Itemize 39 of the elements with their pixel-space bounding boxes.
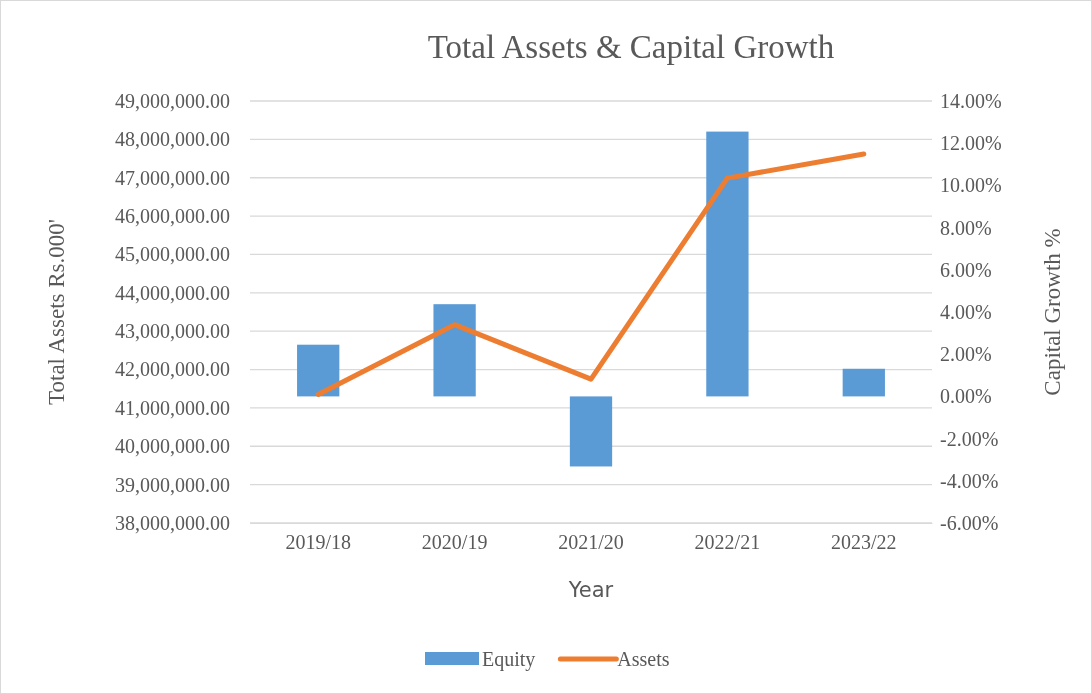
y-tick-label: 40,000,000.00 <box>115 435 230 458</box>
bar <box>433 304 476 397</box>
x-axis-title: Year <box>567 578 614 602</box>
y-tick-label: 41,000,000.00 <box>115 396 230 419</box>
y-tick-label: 38,000,000.00 <box>115 511 230 534</box>
chart-title: Total Assets & Capital Growth <box>427 29 835 65</box>
y-tick-label: 49,000,000.00 <box>115 89 230 112</box>
y2-tick-label: 2.00% <box>940 343 992 366</box>
bar <box>297 344 340 397</box>
y2-tick-label: 8.00% <box>940 216 992 239</box>
y-axis-title: Total Assets Rs.000' <box>44 219 69 405</box>
y2-tick-label: -4.00% <box>940 469 999 492</box>
y2-tick-label: 0.00% <box>940 385 992 408</box>
bar <box>569 396 613 467</box>
bar <box>706 131 749 397</box>
x-tick-label: 2021/20 <box>558 531 624 554</box>
x-tick-label: 2023/22 <box>831 531 897 554</box>
bar <box>842 368 885 397</box>
y-tick-label: 43,000,000.00 <box>115 320 230 343</box>
y2-tick-label: -6.00% <box>940 511 999 534</box>
y-tick-label: 44,000,000.00 <box>115 281 230 304</box>
y2-tick-label: 4.00% <box>940 300 992 323</box>
legend-label: Equity <box>482 648 536 671</box>
y-tick-label: 46,000,000.00 <box>115 204 230 227</box>
x-tick-label: 2022/21 <box>694 531 761 554</box>
y2-tick-label: 14.00% <box>940 89 1002 112</box>
y-tick-label: 45,000,000.00 <box>115 243 230 266</box>
y2-tick-label: -2.00% <box>940 427 999 450</box>
legend-label: Assets <box>617 648 670 670</box>
y-tick-label: 42,000,000.00 <box>115 358 230 381</box>
x-tick-label: 2019/18 <box>285 531 351 554</box>
y2-tick-label: 12.00% <box>940 132 1002 155</box>
x-tick-label: 2020/19 <box>421 531 488 554</box>
y2-axis-title: Capital Growth % <box>1040 228 1065 396</box>
y2-tick-label: 6.00% <box>940 258 992 281</box>
y-tick-label: 48,000,000.00 <box>115 128 230 151</box>
y-tick-label: 47,000,000.00 <box>115 166 230 189</box>
y-tick-label: 39,000,000.00 <box>115 473 230 496</box>
y2-tick-label: 10.00% <box>940 174 1002 197</box>
